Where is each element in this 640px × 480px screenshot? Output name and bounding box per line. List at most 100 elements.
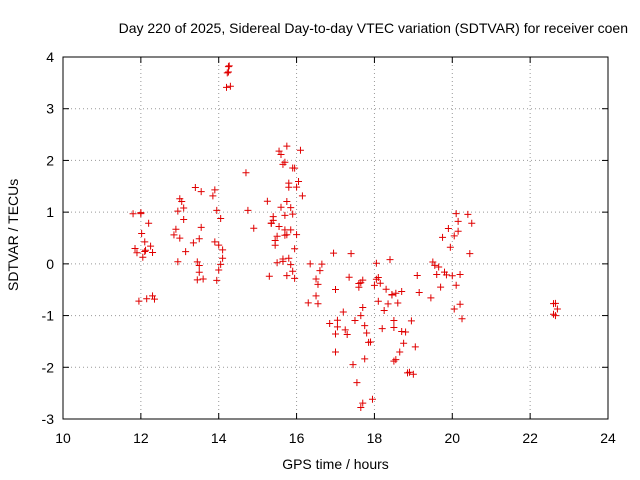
data-point <box>211 238 219 246</box>
data-point <box>394 299 402 307</box>
data-point <box>133 249 141 257</box>
y-tick-label: 2 <box>46 152 54 168</box>
y-tick-label: 0 <box>46 256 54 272</box>
data-point <box>195 235 203 243</box>
data-point <box>370 281 378 289</box>
data-point <box>456 270 464 278</box>
data-point <box>141 238 149 246</box>
data-point <box>283 231 291 239</box>
data-point <box>442 271 450 279</box>
x-tick-label: 18 <box>367 430 383 446</box>
x-tick-label: 24 <box>600 430 616 446</box>
data-point <box>374 297 382 305</box>
data-point <box>209 192 217 200</box>
data-point <box>359 276 367 284</box>
data-point <box>332 330 339 338</box>
data-point <box>343 330 351 338</box>
data-point <box>355 283 363 291</box>
data-point <box>454 227 462 235</box>
data-point <box>392 289 400 297</box>
data-point <box>275 147 283 155</box>
y-tick-label: -3 <box>42 411 55 427</box>
data-point <box>281 158 289 166</box>
data-point <box>182 248 190 256</box>
x-tick-label: 22 <box>522 430 538 446</box>
data-point <box>388 291 396 299</box>
data-point <box>437 283 445 291</box>
data-point <box>213 276 221 284</box>
data-points <box>129 62 561 412</box>
data-point <box>550 300 557 308</box>
data-point <box>339 308 347 316</box>
data-point <box>304 299 312 307</box>
data-point <box>197 223 205 231</box>
data-point <box>195 262 203 270</box>
data-point <box>265 272 273 280</box>
data-point <box>318 260 326 268</box>
x-tick-label: 20 <box>444 430 460 446</box>
data-point <box>380 306 388 314</box>
data-point <box>213 206 221 214</box>
data-point <box>193 258 201 266</box>
data-point <box>402 328 410 336</box>
data-point <box>143 295 151 303</box>
data-point <box>413 271 421 279</box>
data-point <box>199 275 207 283</box>
data-point <box>386 256 394 264</box>
data-point <box>223 83 230 91</box>
data-point <box>129 210 137 218</box>
data-point <box>296 146 304 154</box>
data-point <box>172 225 180 233</box>
data-point <box>341 326 349 334</box>
data-point <box>456 300 464 308</box>
data-point <box>289 164 297 172</box>
data-point <box>283 272 291 280</box>
data-point <box>357 312 365 320</box>
data-point <box>326 320 334 328</box>
data-point <box>285 254 293 262</box>
data-point <box>193 276 201 284</box>
data-point <box>217 214 225 222</box>
y-tick-label: 3 <box>46 101 54 117</box>
data-point <box>287 204 295 212</box>
data-point <box>353 379 361 387</box>
data-point <box>551 312 559 320</box>
data-point <box>269 213 277 221</box>
data-point <box>131 244 139 252</box>
data-point <box>368 395 376 403</box>
data-point <box>464 210 472 218</box>
data-point <box>378 325 386 333</box>
data-point <box>225 62 233 70</box>
data-point <box>293 183 301 191</box>
data-point <box>295 178 303 186</box>
data-point <box>452 281 460 289</box>
data-point <box>135 297 143 305</box>
data-point <box>293 231 301 239</box>
data-point <box>439 233 447 241</box>
data-point <box>450 232 458 240</box>
data-point <box>174 258 182 266</box>
x-tick-label: 12 <box>133 430 149 446</box>
data-point <box>273 232 281 240</box>
data-point <box>349 361 357 369</box>
data-point <box>147 242 155 250</box>
data-point <box>553 305 561 313</box>
data-point <box>176 195 184 203</box>
data-point <box>429 258 437 266</box>
data-point <box>359 304 367 312</box>
data-point <box>398 327 406 335</box>
data-point <box>211 186 219 194</box>
data-point <box>468 219 476 227</box>
data-point <box>263 197 271 205</box>
data-point <box>333 323 341 331</box>
data-point <box>277 151 285 159</box>
data-point <box>398 288 406 296</box>
data-point <box>215 241 223 249</box>
x-tick-label: 14 <box>211 430 227 446</box>
data-point <box>427 294 435 302</box>
data-point <box>287 226 295 234</box>
data-point <box>195 268 203 276</box>
data-point <box>332 285 339 293</box>
